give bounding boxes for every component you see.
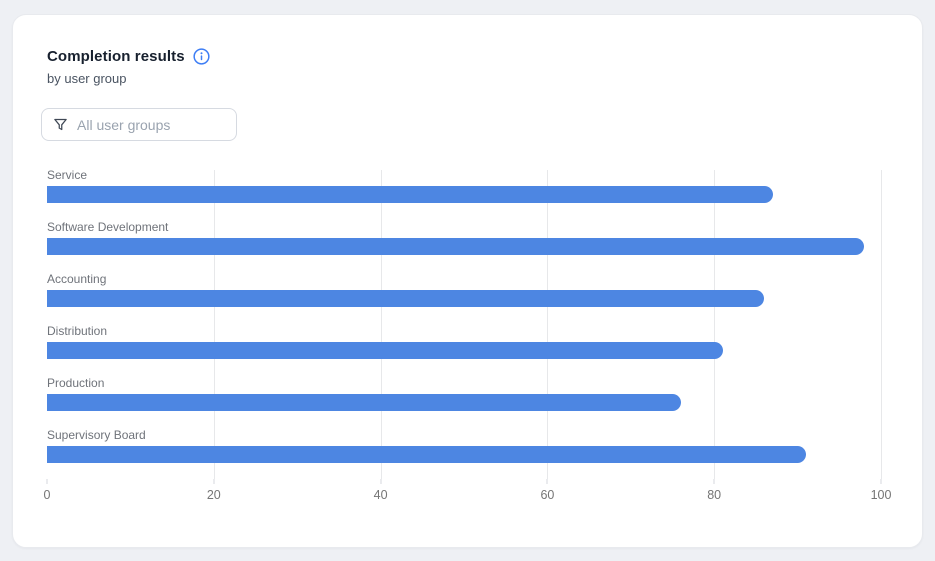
x-axis-tick-mark bbox=[546, 479, 548, 484]
user-group-filter-input[interactable] bbox=[77, 116, 225, 133]
bar[interactable] bbox=[47, 186, 773, 203]
x-axis-tick-label: 20 bbox=[206, 488, 221, 502]
x-axis-tick-label: 40 bbox=[373, 488, 388, 502]
bar-row: Software Development bbox=[47, 220, 881, 272]
bar-chart-rows: Service Software Development Accounting Dis… bbox=[47, 161, 881, 480]
bar-label: Accounting bbox=[47, 272, 107, 286]
bar-chart: Service Software Development Accounting Dis… bbox=[44, 161, 892, 502]
bar-label: Service bbox=[47, 168, 88, 182]
bar-row: Accounting bbox=[47, 272, 881, 324]
completion-results-card: Completion results by user group Service… bbox=[12, 14, 923, 548]
x-axis-tick-mark bbox=[213, 479, 215, 484]
bar[interactable] bbox=[47, 238, 865, 255]
bar-row: Service bbox=[47, 168, 881, 220]
bar-chart-plot bbox=[47, 161, 882, 479]
bar[interactable] bbox=[47, 290, 765, 307]
bar-label: Software Development bbox=[47, 220, 169, 234]
gridline bbox=[881, 170, 882, 479]
bar-row: Distribution bbox=[47, 324, 881, 376]
user-group-filter[interactable] bbox=[41, 108, 237, 141]
gridline bbox=[547, 170, 549, 479]
x-axis-tick-label: 100 bbox=[870, 488, 892, 502]
chart-subtitle: by user group bbox=[47, 71, 127, 86]
bar[interactable] bbox=[47, 446, 806, 463]
x-axis-tick-label: 0 bbox=[43, 488, 51, 502]
gridline bbox=[213, 170, 215, 479]
x-axis-tick-label: 60 bbox=[540, 488, 555, 502]
x-axis-tick-mark bbox=[46, 479, 48, 484]
bar-label: Distribution bbox=[47, 324, 108, 338]
info-icon[interactable] bbox=[193, 48, 210, 65]
gridline bbox=[714, 170, 716, 479]
bar-label: Production bbox=[47, 376, 105, 390]
bar-label: Supervisory Board bbox=[47, 428, 146, 442]
x-axis-tick-mark bbox=[713, 479, 715, 484]
gridline bbox=[380, 170, 382, 479]
x-axis-tick-mark bbox=[880, 479, 882, 484]
x-axis-tick-mark bbox=[380, 479, 382, 484]
x-axis-tick-label: 80 bbox=[707, 488, 722, 502]
bar-row: Supervisory Board bbox=[47, 428, 881, 480]
bar[interactable] bbox=[47, 342, 723, 359]
chart-header: Completion results by user group bbox=[47, 48, 210, 86]
bar[interactable] bbox=[47, 394, 681, 411]
bar-row: Production bbox=[47, 376, 881, 428]
funnel-icon bbox=[53, 117, 68, 132]
chart-title: Completion results bbox=[47, 48, 185, 65]
x-axis: 0 20 40 60 80 100 bbox=[43, 479, 891, 509]
